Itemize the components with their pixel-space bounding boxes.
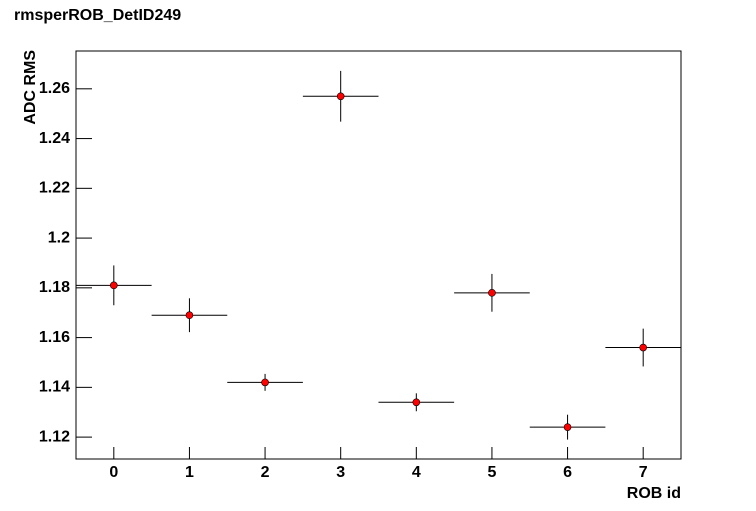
y-tick-label: 1.26 [39, 80, 70, 97]
x-tick-label: 7 [639, 464, 648, 481]
y-axis-label: ADC RMS [22, 50, 39, 125]
y-tick-label: 1.14 [39, 379, 70, 396]
x-tick-label: 2 [261, 464, 270, 481]
data-point [261, 378, 269, 387]
y-tick-label: 1.16 [39, 329, 70, 346]
chart-title: rmsperROB_DetID249 [14, 7, 181, 24]
data-point [563, 423, 572, 431]
data-point [488, 289, 496, 297]
frame [75, 50, 682, 460]
y-tick-label: 1.22 [39, 180, 70, 197]
y-tick-label: 1.24 [39, 130, 70, 147]
data-point [336, 92, 345, 101]
x-tick-label: 6 [563, 464, 572, 481]
x-tick-label: 5 [487, 464, 496, 481]
data-point [639, 343, 647, 352]
x-tick-label: 1 [185, 464, 194, 481]
y-tick-label: 1.2 [48, 229, 70, 246]
data-point [412, 398, 421, 407]
x-axis-label: ROB id [627, 485, 681, 502]
y-tick-label: 1.18 [39, 279, 70, 296]
y-tick-label: 1.12 [39, 428, 70, 445]
x-tick-label: 0 [109, 464, 118, 481]
x-tick-label: 3 [336, 464, 345, 481]
x-tick-label: 4 [412, 464, 421, 481]
data-point [185, 311, 194, 320]
data-point [110, 281, 118, 290]
